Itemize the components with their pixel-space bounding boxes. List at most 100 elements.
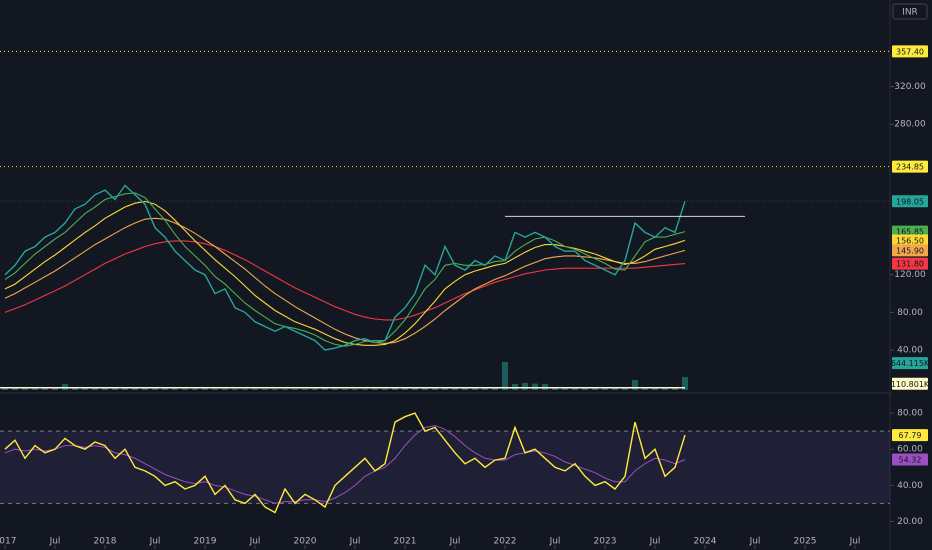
- last-value-label-box: [892, 257, 928, 270]
- volume-bar: [572, 388, 578, 390]
- volume-bar: [232, 389, 238, 390]
- volume-ma-label-box: [892, 377, 928, 390]
- rsi-line: [4, 412, 686, 514]
- rsi-tick-label: 40.00: [897, 481, 923, 491]
- rsi-line: [4, 425, 686, 504]
- volume-bar: [162, 388, 168, 390]
- volume-ma-label: 110.801K: [891, 380, 930, 389]
- rsi-tick-label: 60.00: [897, 445, 923, 455]
- volume-bar: [362, 389, 368, 390]
- last-value-label: 131.80: [896, 260, 924, 269]
- rsi-value-label: 67.79: [899, 431, 922, 440]
- volume-bar: [142, 388, 148, 390]
- x-tick-label: Jul: [549, 537, 561, 547]
- price-line: [4, 184, 686, 351]
- volume-bar: [252, 388, 258, 390]
- volume-bar: [422, 387, 428, 390]
- volume-bar: [332, 388, 338, 390]
- y-tick-label: 40.00: [897, 346, 923, 356]
- volume-bar: [152, 388, 158, 390]
- level-label: 234.85: [896, 163, 924, 172]
- volume-label-box: [892, 357, 928, 370]
- volume-bar: [72, 388, 78, 390]
- x-tick-label: Jul: [249, 537, 261, 547]
- x-tick-label: Jul: [649, 537, 661, 547]
- volume-bar: [22, 388, 28, 390]
- volume-bar: [482, 388, 488, 390]
- x-tick-label: Jul: [49, 537, 61, 547]
- level-label: 357.40: [896, 47, 924, 56]
- volume-bar: [352, 389, 358, 390]
- volume-bar: [282, 389, 288, 390]
- volume-bar: [262, 389, 268, 390]
- x-tick-label: 2017: [0, 537, 16, 547]
- moving-average: [4, 240, 686, 321]
- rsi-band: [0, 431, 890, 504]
- volume-bar: [652, 387, 658, 390]
- volume-bar: [472, 388, 478, 390]
- moving-average: [4, 200, 686, 346]
- rsi-value-label-box: [892, 429, 928, 442]
- y-tick-label: 320.00: [894, 82, 926, 92]
- volume-bar: [172, 388, 178, 390]
- last-value-label: 198.05: [896, 197, 924, 206]
- volume-bar: [442, 387, 448, 390]
- volume-bar: [62, 384, 68, 390]
- last-value-label-box: [892, 244, 928, 257]
- volume-bar: [462, 388, 468, 390]
- volume-bar: [32, 388, 38, 390]
- x-tick-label: 2020: [294, 537, 317, 547]
- volume-bar: [512, 384, 518, 390]
- y-tick-label: 120.00: [894, 270, 926, 280]
- y-tick-label: 280.00: [894, 120, 926, 130]
- volume-bar: [1, 388, 8, 390]
- volume-bar: [192, 388, 198, 390]
- volume-bar: [312, 388, 318, 390]
- x-tick-label: 2025: [794, 537, 817, 547]
- volume-bar: [492, 388, 498, 390]
- volume-bar: [372, 388, 378, 390]
- currency-box: [892, 3, 928, 20]
- volume-bar: [502, 362, 508, 390]
- x-tick-label: Jul: [149, 537, 161, 547]
- last-value-label: 145.90: [896, 246, 924, 255]
- x-tick-label: Jul: [449, 537, 461, 547]
- x-tick-label: 2022: [494, 537, 517, 547]
- x-tick-label: 2024: [694, 537, 717, 547]
- volume-bar: [542, 384, 548, 390]
- volume-bar: [242, 389, 248, 390]
- rsi-value-label: 54.32: [899, 455, 922, 464]
- level-label-box: [892, 45, 928, 58]
- x-tick-label: 2023: [594, 537, 617, 547]
- volume-bar: [622, 388, 628, 390]
- volume-bar: [562, 387, 568, 390]
- volume-bar: [612, 388, 618, 390]
- volume-bar: [122, 388, 128, 390]
- volume-bar: [52, 388, 58, 390]
- x-tick-label: 2021: [394, 537, 417, 547]
- volume-bar: [322, 388, 328, 390]
- x-tick-label: Jul: [749, 537, 761, 547]
- x-tick-label: Jul: [349, 537, 361, 547]
- volume-bar: [202, 388, 208, 390]
- rsi-tick-label: 80.00: [897, 409, 923, 419]
- volume-bar: [132, 388, 138, 390]
- rsi-value-label-box: [892, 453, 928, 466]
- volume-bar: [672, 388, 678, 390]
- volume-bar: [392, 388, 398, 390]
- level-label-box: [892, 160, 928, 173]
- x-tick-label: 2019: [194, 537, 217, 547]
- volume-bar: [632, 380, 638, 390]
- volume-bar: [212, 388, 218, 390]
- x-tick-label: 2018: [94, 537, 117, 547]
- volume-bar: [412, 388, 418, 390]
- volume-bar: [582, 388, 588, 390]
- volume-bar: [12, 388, 18, 390]
- last-value-label-box: [892, 195, 928, 208]
- volume-bar: [102, 388, 108, 390]
- moving-average: [4, 217, 686, 344]
- volume-bar: [592, 388, 598, 390]
- volume-bar: [272, 389, 278, 390]
- rsi-tick-label: 20.00: [897, 517, 923, 527]
